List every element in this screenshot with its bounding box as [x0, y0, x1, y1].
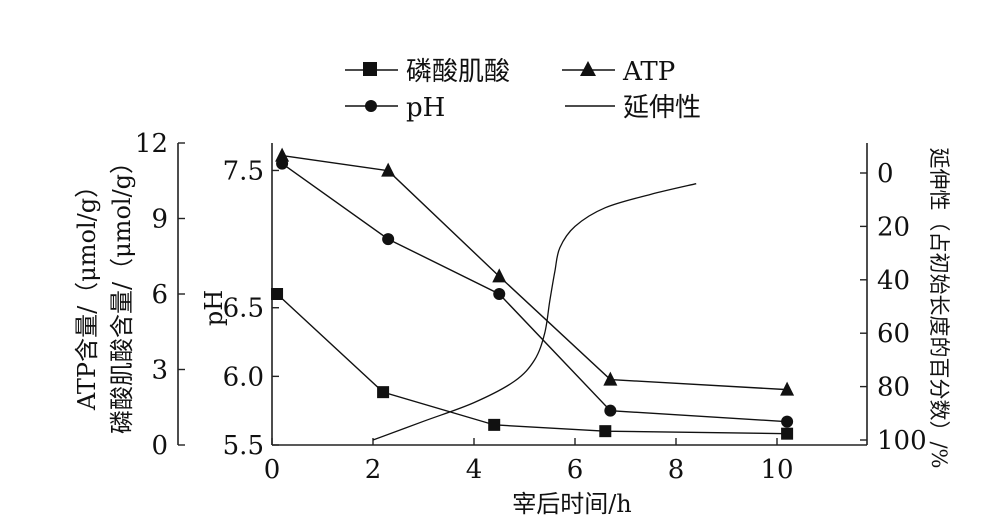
phosphocreatine-point: [377, 386, 390, 399]
ph-tick-label: 6.5: [223, 294, 264, 324]
legend-label-phosphocreatine: 磷酸肌酸: [406, 57, 510, 87]
legend-label-extensibility: 延伸性: [623, 93, 701, 123]
ph-point: [604, 404, 617, 417]
atp-point: [603, 371, 618, 386]
x-tick-label: 0: [264, 455, 281, 485]
x-axis-title: 宰后时间/h: [512, 490, 632, 518]
left-outer-axis-title-2: 磷酸肌酸含量/（μmol/g）: [108, 150, 136, 434]
right-tick-label: 0: [877, 159, 894, 189]
ph-axis-title: pH: [200, 290, 228, 326]
legend-item-ph: pH: [345, 93, 445, 123]
ph-point: [781, 415, 794, 428]
ph-tick-label: 6.0: [223, 362, 264, 392]
phosphocreatine-point: [781, 427, 794, 440]
x-tick-label: 8: [668, 455, 685, 485]
right-tick-label: 20: [877, 212, 910, 242]
ph-line: [281, 163, 788, 423]
atp-line: [282, 154, 788, 391]
phosphocreatine-point: [599, 425, 612, 438]
atp-point: [275, 147, 290, 162]
phosphocreatine-point: [271, 288, 284, 300]
right-tick-label: 80: [877, 373, 910, 403]
legend-item-atp: ATP: [562, 57, 675, 87]
left-outer-axis-title-1: ATP含量/（μmol/g）: [73, 174, 101, 411]
phosphocreatine-point: [488, 418, 501, 431]
right-axis-title: 延伸性（占初始长度的百分数）/%: [927, 147, 951, 468]
legend-label-atp: ATP: [622, 57, 675, 87]
left-outer-tick-label: 9: [151, 205, 168, 235]
right-tick-label: 40: [877, 266, 910, 296]
ph-tick-label: 5.5: [223, 431, 264, 461]
legend: 磷酸肌酸 ATP pH 延伸性: [345, 57, 701, 123]
series-layer: [271, 147, 795, 441]
x-tick-label: 2: [365, 455, 382, 485]
ph-point: [382, 233, 395, 246]
ph-point: [276, 157, 289, 170]
right-tick-label: 100: [877, 426, 927, 456]
legend-item-phosphocreatine: 磷酸肌酸: [345, 57, 510, 87]
x-tick-label: 10: [760, 455, 793, 485]
left-outer-tick-label: 0: [151, 431, 168, 461]
right-tick-label: 60: [877, 319, 910, 349]
ph-tick-label: 7.5: [223, 156, 264, 186]
left-outer-tick-label: 3: [151, 356, 168, 386]
x-tick-label: 6: [567, 455, 584, 485]
legend-label-ph: pH: [406, 93, 445, 123]
left-outer-tick-label: 12: [135, 129, 168, 159]
ph-point: [493, 288, 506, 300]
x-tick-label: 4: [466, 455, 483, 485]
legend-item-extensibility: 延伸性: [565, 93, 701, 123]
atp-point: [492, 268, 507, 283]
atp-point: [780, 381, 795, 396]
extensibility-line: [372, 183, 697, 441]
atp-point: [381, 162, 396, 177]
left-outer-tick-label: 6: [151, 280, 168, 310]
